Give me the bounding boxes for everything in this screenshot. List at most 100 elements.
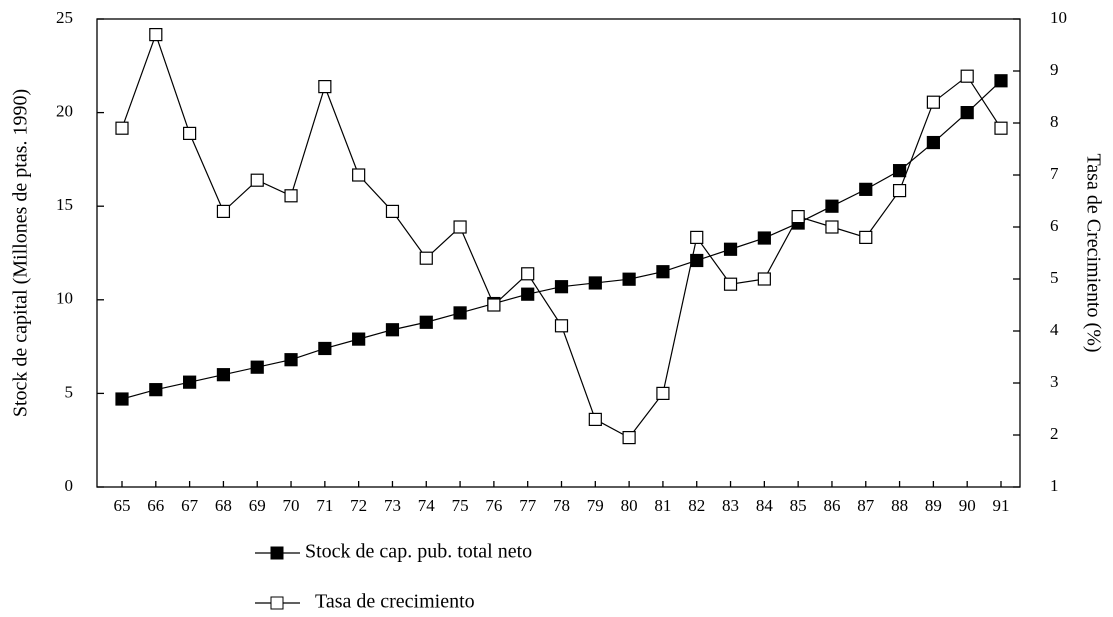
- marker: [825, 220, 839, 234]
- marker: [656, 265, 670, 279]
- y-tick-label: 15: [56, 195, 73, 214]
- marker: [250, 173, 264, 187]
- marker: [183, 126, 197, 141]
- x-tick-label: 74: [418, 496, 436, 515]
- y2-tick-label: 5: [1050, 268, 1059, 287]
- marker: [115, 121, 129, 135]
- x-tick-label: 82: [688, 496, 705, 515]
- marker: [115, 392, 129, 406]
- x-tick-label: 66: [147, 496, 164, 515]
- marker: [825, 199, 839, 213]
- y2-tick-label: 9: [1050, 60, 1059, 79]
- marker: [216, 204, 231, 218]
- y2-tick-label: 10: [1050, 8, 1067, 27]
- marker: [385, 323, 400, 337]
- marker: [791, 210, 805, 224]
- x-tick-label: 75: [452, 496, 469, 515]
- x-tick-label: 67: [181, 496, 199, 515]
- marker: [521, 267, 535, 281]
- x-tick-label: 91: [993, 496, 1010, 515]
- x-tick-label: 69: [249, 496, 266, 515]
- marker: [216, 368, 231, 382]
- y-tick-label: 25: [56, 8, 73, 27]
- x-tick-label: 89: [925, 496, 942, 515]
- marker: [926, 95, 940, 109]
- y2-tick-label: 8: [1050, 112, 1059, 131]
- marker: [318, 79, 332, 94]
- marker: [419, 315, 433, 329]
- y-axis-label: Stock de capital (Millones de ptas. 1990…: [10, 89, 32, 417]
- x-tick-label: 76: [485, 496, 502, 515]
- marker: [622, 431, 636, 445]
- marker: [250, 360, 264, 374]
- legend-label: Tasa de crecimiento: [315, 591, 475, 613]
- x-tick-label: 71: [316, 496, 333, 515]
- marker: [318, 341, 332, 356]
- marker: [723, 242, 738, 256]
- marker: [690, 230, 704, 244]
- marker: [960, 69, 974, 83]
- marker: [892, 184, 907, 198]
- marker: [385, 204, 400, 218]
- legend-marker: [270, 546, 284, 560]
- marker: [352, 168, 366, 182]
- x-tick-label: 85: [790, 496, 807, 515]
- marker: [588, 412, 602, 426]
- y2-axis-label: Tasa de Crecimiento (%): [1082, 153, 1104, 352]
- x-tick-label: 79: [587, 496, 604, 515]
- x-tick-label: 83: [722, 496, 739, 515]
- legend-label: Stock de cap. pub. total neto: [305, 541, 532, 563]
- x-tick-label: 77: [519, 496, 537, 515]
- marker: [757, 231, 771, 245]
- y2-tick-label: 4: [1050, 320, 1059, 339]
- x-tick-label: 70: [283, 496, 300, 515]
- y2-tick-label: 7: [1050, 164, 1059, 183]
- marker: [859, 230, 873, 244]
- marker: [149, 383, 163, 397]
- marker: [588, 276, 602, 290]
- x-tick-label: 90: [959, 496, 976, 515]
- marker: [521, 287, 535, 301]
- x-tick-label: 65: [114, 496, 131, 515]
- x-tick-label: 68: [215, 496, 232, 515]
- x-tick-label: 87: [857, 496, 875, 515]
- marker: [419, 251, 433, 265]
- legend-marker: [270, 596, 284, 610]
- y-tick-label: 10: [56, 289, 73, 308]
- y2-tick-label: 6: [1050, 216, 1059, 235]
- x-tick-label: 84: [756, 496, 774, 515]
- marker: [453, 220, 467, 234]
- marker: [554, 319, 569, 333]
- y2-tick-label: 1: [1050, 476, 1059, 495]
- y-tick-label: 0: [65, 476, 74, 495]
- x-tick-label: 80: [621, 496, 638, 515]
- marker: [690, 253, 704, 268]
- x-tick-label: 72: [350, 496, 367, 515]
- marker: [183, 375, 197, 389]
- marker: [859, 182, 873, 196]
- x-tick-label: 81: [654, 496, 671, 515]
- x-tick-label: 78: [553, 496, 570, 515]
- marker: [960, 105, 974, 120]
- marker: [994, 74, 1008, 88]
- marker: [994, 121, 1008, 135]
- marker: [892, 164, 907, 178]
- marker: [757, 272, 771, 286]
- y2-tick-label: 2: [1050, 424, 1059, 443]
- marker: [926, 135, 940, 150]
- marker: [656, 386, 670, 400]
- marker: [487, 298, 501, 312]
- marker: [352, 332, 366, 346]
- x-tick-label: 73: [384, 496, 401, 515]
- y-tick-label: 5: [65, 382, 74, 401]
- marker: [723, 277, 738, 291]
- marker: [453, 306, 467, 320]
- y-tick-label: 20: [56, 102, 73, 121]
- x-tick-label: 88: [891, 496, 908, 515]
- marker: [284, 189, 298, 203]
- marker: [554, 280, 569, 294]
- marker: [622, 272, 636, 286]
- y2-tick-label: 3: [1050, 372, 1059, 391]
